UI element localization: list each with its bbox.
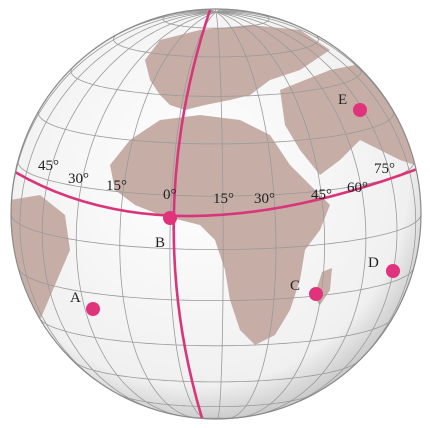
labels: 45° 30° 15° 0° 15° 30° 45° 60° 75° A B C D E: [38, 92, 400, 316]
point-label: C: [290, 278, 300, 294]
point-marker: [386, 264, 400, 278]
grid-line: [119, 11, 217, 419]
grid-line: [215, 11, 367, 416]
longitude-label: 75°: [374, 161, 395, 177]
grid-line: [215, 11, 277, 419]
grid-line: [162, 12, 270, 29]
grid-line: [41, 11, 217, 411]
longitude-label: 30°: [68, 171, 89, 187]
grid-line: [118, 394, 314, 407]
grid-line: [73, 361, 359, 383]
grid-line: [38, 110, 394, 145]
longitude-label: 0°: [163, 187, 177, 203]
grid-line: [70, 67, 362, 97]
grid-line: [215, 12, 224, 419]
point-label: D: [368, 255, 379, 271]
point-marker: [163, 211, 177, 225]
grid-line: [215, 11, 325, 419]
point-marker: [309, 287, 323, 301]
longitude-label: 15°: [213, 191, 234, 207]
globe-outline: [10, 8, 422, 420]
grid-line: [215, 11, 417, 375]
point-label: E: [338, 92, 347, 108]
longitude-label: 60°: [347, 180, 368, 196]
point-marker: [86, 302, 100, 316]
grid-line: [215, 11, 398, 408]
longitude-label: 30°: [254, 191, 275, 207]
point-marker: [353, 103, 367, 117]
grid-line: [19, 11, 217, 392]
grid-line: [17, 267, 415, 301]
longitude-label: 45°: [311, 187, 332, 203]
grid-line: [169, 11, 217, 419]
point-label: A: [70, 290, 81, 306]
grid-line: [75, 11, 217, 417]
grid-line: [113, 33, 319, 58]
grid-line: [39, 318, 393, 347]
longitude-label: 45°: [38, 158, 59, 174]
longitude-label: 15°: [106, 178, 127, 194]
point-label: B: [155, 235, 165, 251]
grid-line: [11, 214, 421, 250]
equator: [14, 166, 421, 218]
europe: [145, 25, 330, 110]
